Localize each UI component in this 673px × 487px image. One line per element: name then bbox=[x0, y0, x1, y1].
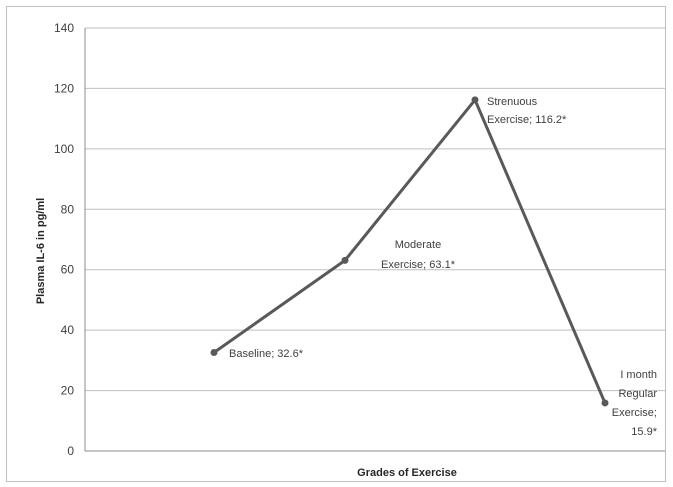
data-label-line: Moderate bbox=[395, 239, 441, 251]
data-label-line: Regular bbox=[618, 388, 657, 400]
data-label: I month Regular Exercise; 15.9* bbox=[612, 369, 658, 438]
gridlines bbox=[84, 27, 665, 452]
data-label-line: Exercise; 116.2* bbox=[487, 114, 567, 126]
data-point bbox=[341, 256, 349, 264]
data-labels: Baseline; 32.6* Moderate Exercise; 63.1* St… bbox=[229, 96, 658, 438]
data-label-line: 15.9* bbox=[631, 426, 657, 438]
data-label: Moderate Exercise; 63.1* bbox=[381, 239, 456, 271]
data-label-line: Strenuous bbox=[487, 96, 538, 108]
y-tick-label: 80 bbox=[61, 202, 75, 216]
y-tick-label: 20 bbox=[61, 384, 75, 398]
series-line bbox=[213, 98, 607, 404]
y-axis-title: Plasma IL-6 in pg/ml bbox=[35, 198, 47, 304]
y-tick-label: 60 bbox=[61, 263, 75, 277]
data-label: Baseline; 32.6* bbox=[229, 348, 304, 360]
data-label-line: Exercise; bbox=[612, 407, 657, 419]
y-axis-ticks: 0 20 40 60 80 100 120 140 bbox=[54, 21, 74, 458]
data-point bbox=[210, 349, 218, 357]
x-axis-title: Grades of Exercise bbox=[357, 467, 457, 479]
data-points bbox=[210, 96, 609, 407]
data-label-line: Exercise; 63.1* bbox=[381, 259, 456, 271]
data-point bbox=[601, 399, 609, 407]
data-label: Strenuous Exercise; 116.2* bbox=[487, 96, 567, 126]
series-line-path bbox=[213, 98, 607, 404]
y-tick-label: 0 bbox=[67, 444, 74, 458]
y-tick-label: 40 bbox=[61, 323, 75, 337]
y-tick-label: 100 bbox=[54, 142, 74, 156]
data-label-line: Baseline; 32.6* bbox=[229, 348, 304, 360]
data-label-line: I month bbox=[620, 369, 657, 381]
data-point bbox=[471, 96, 479, 104]
y-tick-label: 120 bbox=[54, 81, 74, 95]
chart-frame bbox=[6, 6, 666, 482]
y-tick-label: 140 bbox=[54, 21, 74, 35]
